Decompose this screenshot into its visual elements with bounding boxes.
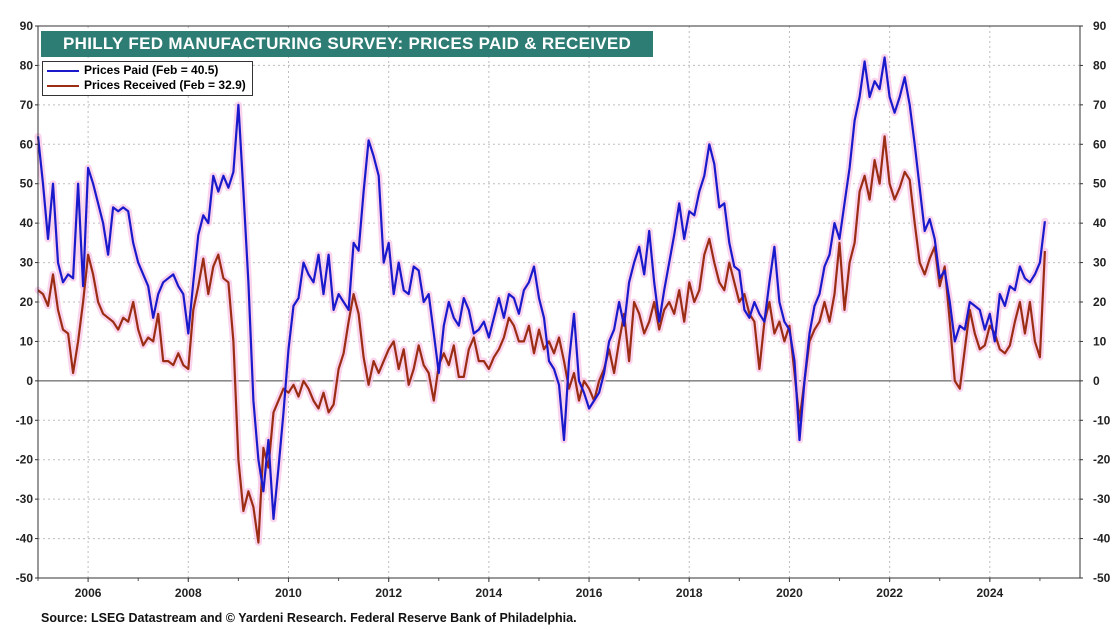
source-note: Source: LSEG Datastream and © Yardeni Re… <box>41 611 577 625</box>
plot-frame <box>37 25 1081 579</box>
legend-entry-prices-received: Prices Received (Feb = 32.9) <box>47 78 246 93</box>
y-tick-label-left: -30 <box>16 492 34 506</box>
legend-label-prices-paid: Prices Paid (Feb = 40.5) <box>84 63 219 77</box>
y-tick-label-right: 60 <box>1093 137 1107 151</box>
x-tick-label: 2008 <box>175 586 202 600</box>
y-tick-label-left: 80 <box>20 58 34 72</box>
y-tick-label-right: 90 <box>1093 19 1107 33</box>
y-tick-label-right: -50 <box>1093 571 1111 585</box>
y-tick-label-left: 70 <box>20 98 34 112</box>
y-tick-label-left: 40 <box>20 216 34 230</box>
x-tick-label: 2022 <box>876 586 903 600</box>
y-tick-label-left: -20 <box>16 453 34 467</box>
y-tick-label-left: 90 <box>20 19 34 33</box>
y-tick-label-left: -10 <box>16 413 34 427</box>
y-tick-label-right: -30 <box>1093 492 1111 506</box>
legend: Prices Paid (Feb = 40.5) Prices Received… <box>42 61 253 96</box>
x-tick-label: 2016 <box>576 586 603 600</box>
x-tick-label: 2010 <box>275 586 302 600</box>
y-tick-label-right: 50 <box>1093 177 1107 191</box>
y-tick-label-right: 40 <box>1093 216 1107 230</box>
y-tick-label-left: 60 <box>20 137 34 151</box>
x-tick-label: 2018 <box>676 586 703 600</box>
y-tick-label-right: 20 <box>1093 295 1107 309</box>
chart-title: PHILLY FED MANUFACTURING SURVEY: PRICES … <box>41 31 654 57</box>
y-tick-label-right: 80 <box>1093 58 1107 72</box>
y-tick-label-left: -40 <box>16 532 34 546</box>
y-tick-label-left: 10 <box>20 334 34 348</box>
y-tick-label-right: 30 <box>1093 256 1107 270</box>
series-lines <box>36 56 1046 544</box>
y-tick-label-right: -20 <box>1093 453 1111 467</box>
y-tick-label-left: 30 <box>20 256 34 270</box>
y-tick-label-left: 0 <box>26 374 33 388</box>
prices-paid-line-highlight <box>34 54 1049 523</box>
legend-swatch-prices-received <box>47 84 79 87</box>
y-tick-label-right: -10 <box>1093 413 1111 427</box>
y-tick-label-left: -50 <box>16 571 34 585</box>
prices-paid-line <box>36 56 1046 520</box>
x-tick-label: 2024 <box>976 586 1003 600</box>
x-tick-label: 2006 <box>75 586 102 600</box>
y-tick-label-right: 70 <box>1093 98 1107 112</box>
y-tick-label-left: 20 <box>20 295 34 309</box>
y-tick-label-right: 10 <box>1093 334 1107 348</box>
y-tick-label-left: 50 <box>20 177 34 191</box>
x-tick-label: 2014 <box>476 586 503 600</box>
legend-entry-prices-paid: Prices Paid (Feb = 40.5) <box>47 63 246 78</box>
legend-label-prices-received: Prices Received (Feb = 32.9) <box>84 78 246 92</box>
legend-swatch-prices-paid <box>47 69 79 72</box>
x-tick-label: 2012 <box>375 586 402 600</box>
series-highlights <box>34 54 1049 546</box>
y-tick-label-right: 0 <box>1093 374 1100 388</box>
x-tick-label: 2020 <box>776 586 803 600</box>
prices-received-line <box>37 135 1046 544</box>
y-tick-label-right: -40 <box>1093 532 1111 546</box>
